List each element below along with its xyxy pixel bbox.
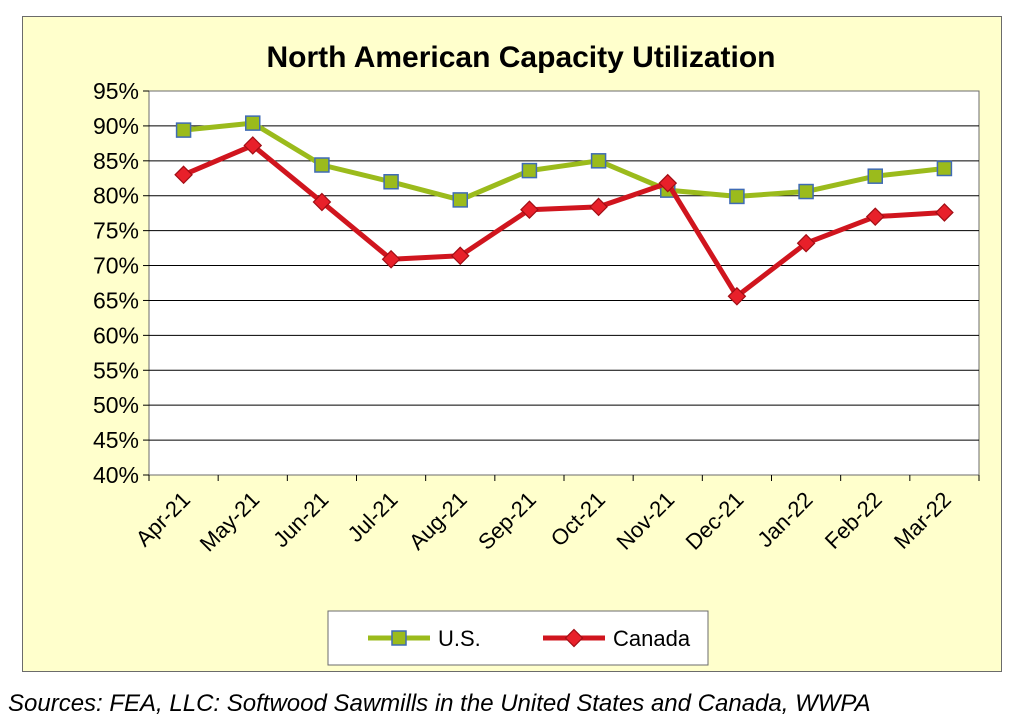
x-tick-label: Sep-21 — [473, 487, 541, 555]
y-tick-label: 85% — [93, 148, 139, 174]
data-point-canada — [381, 249, 401, 269]
legend-item-us: U.S. — [368, 626, 481, 651]
data-point-us — [936, 160, 953, 177]
data-point-us — [383, 174, 399, 190]
data-point-us — [798, 183, 814, 200]
y-tick-label: 40% — [93, 462, 139, 488]
series — [174, 115, 954, 306]
y-tick-label: 50% — [93, 392, 139, 418]
legend-label: U.S. — [438, 626, 481, 651]
y-tick-label: 75% — [93, 218, 139, 244]
chart-frame: North American Capacity Utilization 40% 4… — [22, 16, 1002, 672]
y-tick-label: 45% — [93, 427, 139, 453]
legend: U.S. Canada — [327, 610, 709, 666]
x-tick-label: Aug-21 — [404, 487, 472, 555]
legend-marker — [391, 630, 407, 646]
plot-area — [148, 90, 980, 476]
data-point-canada — [450, 246, 470, 266]
series-line-us — [183, 120, 945, 203]
chart-title: North American Capacity Utilization — [267, 41, 776, 74]
data-point-us — [452, 192, 468, 208]
data-point-canada — [796, 233, 816, 253]
x-tick-label: Mar-22 — [889, 487, 956, 554]
data-point-canada — [658, 173, 678, 193]
y-tick-label: 55% — [93, 357, 139, 383]
x-tick-label: Feb-22 — [820, 487, 887, 554]
y-axis-ticks: 40% 45% 50% 55% 60% 65% 70% 75% 80% 85% 90% 95% — [93, 78, 149, 488]
data-point-us — [590, 153, 607, 169]
data-point-canada — [935, 203, 954, 222]
line-chart: North American Capacity Utilization 40%4… — [93, 41, 980, 666]
x-axis-ticks: Apr-21 May-21 Jun-21 Jul-21 Aug-21 Sep-21 Oct-… — [131, 475, 980, 557]
x-tick-label: Jan-22 — [752, 487, 817, 552]
x-tick-label: Nov-21 — [611, 487, 679, 555]
y-tick-label: 80% — [93, 183, 139, 209]
x-tick-label: Jul-21 — [343, 487, 403, 547]
series-line-canada — [182, 142, 945, 299]
y-tick-label: 90% — [93, 113, 139, 139]
data-point-canada — [174, 165, 193, 185]
source-note: Sources: FEA, LLC: Softwood Sawmills in … — [8, 690, 871, 717]
y-tick-label: 65% — [93, 287, 139, 313]
legend-item-canada: Canada — [543, 626, 691, 651]
data-point-us — [245, 115, 261, 131]
data-point-us — [521, 162, 538, 179]
x-tick-label: Oct-21 — [546, 487, 610, 551]
legend-label: Canada — [613, 626, 691, 651]
data-point-canada — [243, 136, 263, 155]
series-us — [175, 115, 953, 208]
data-point-us — [314, 157, 330, 173]
y-tick-label: 70% — [93, 253, 139, 279]
legend-marker — [564, 628, 584, 648]
data-point-canada — [589, 197, 608, 217]
data-point-canada — [865, 207, 885, 227]
y-tick-label: 60% — [93, 322, 139, 348]
x-tick-label: Apr-21 — [131, 487, 195, 551]
series-canada — [174, 136, 954, 306]
x-tick-label: Jun-21 — [268, 487, 333, 552]
x-tick-label: Dec-21 — [681, 487, 749, 555]
x-tick-label: May-21 — [195, 487, 265, 557]
data-point-us — [729, 188, 745, 205]
data-point-canada — [520, 200, 539, 220]
y-tick-label: 95% — [93, 78, 139, 104]
gridlines — [149, 125, 979, 441]
data-point-canada — [312, 192, 332, 212]
data-point-us — [867, 168, 883, 184]
data-point-canada — [727, 286, 747, 306]
data-point-us — [175, 122, 192, 138]
